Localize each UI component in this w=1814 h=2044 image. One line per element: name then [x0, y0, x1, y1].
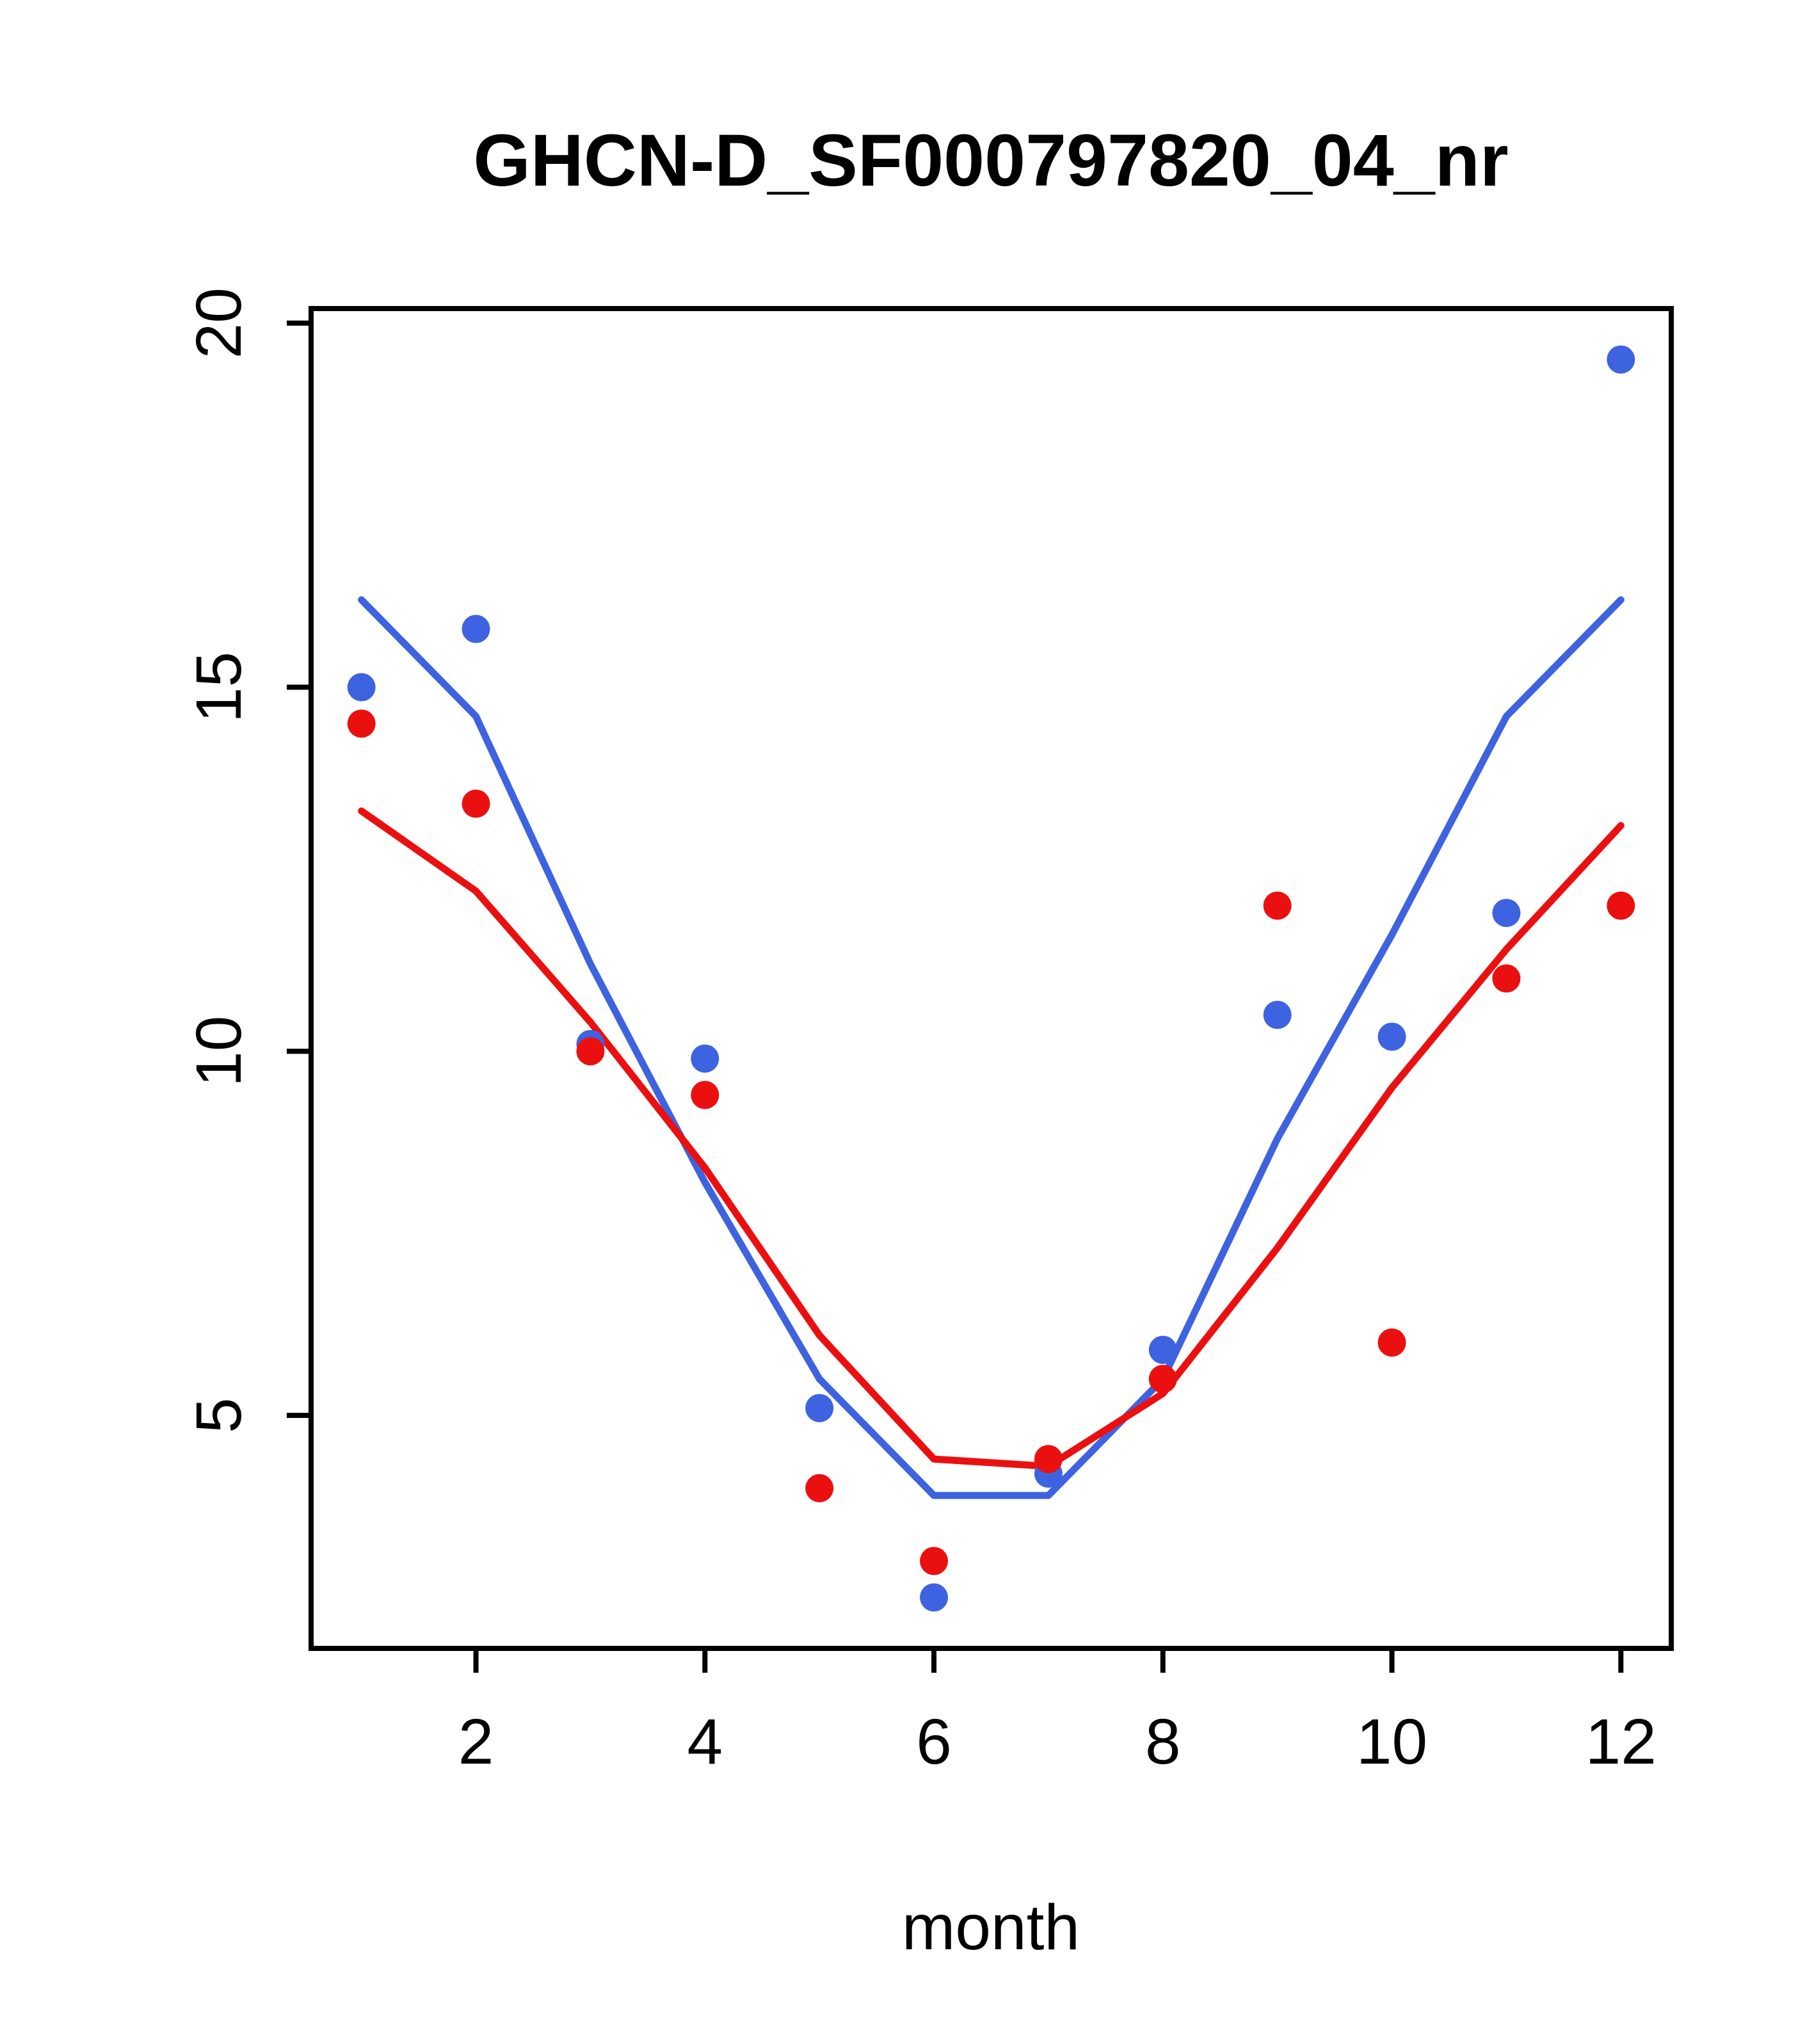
blue-points-marker: [1148, 1335, 1177, 1364]
red-points-marker: [920, 1547, 949, 1575]
series-lines-layer: [358, 596, 1625, 1499]
y-tick-label: 5: [183, 1397, 255, 1433]
red-points-marker: [1492, 964, 1521, 993]
red-points-marker: [576, 1037, 605, 1066]
red-points-marker: [1034, 1445, 1063, 1474]
x-axis: 2 4 6 8 10 12: [458, 1648, 1657, 1778]
blue-points-marker: [347, 673, 376, 702]
blue-points-marker: [805, 1394, 834, 1422]
plot-box: [309, 306, 1674, 1651]
y-tick-label: 20: [183, 287, 255, 358]
red-points-marker: [462, 789, 490, 818]
x-tick-label: 2: [458, 1706, 494, 1778]
series-points-layer: [347, 345, 1635, 1612]
y-axis: 5 10 15 20: [183, 287, 311, 1433]
red-line: [358, 807, 1625, 1470]
x-tick-label: 10: [1356, 1706, 1427, 1778]
blue-points-marker: [1492, 899, 1521, 928]
blue-line: [358, 596, 1625, 1499]
x-tick-label: 4: [687, 1706, 723, 1778]
blue-points-marker: [920, 1583, 949, 1612]
red-points-marker: [1607, 891, 1635, 920]
y-tick-label: 10: [183, 1016, 255, 1087]
x-tick-label: 6: [916, 1706, 952, 1778]
blue-points-marker: [1263, 1001, 1292, 1029]
blue-points-marker: [1377, 1022, 1406, 1051]
red-points-marker: [1263, 891, 1292, 920]
red-points-marker: [1377, 1328, 1406, 1357]
y-tick-label: 15: [183, 652, 255, 723]
red-points-marker: [691, 1081, 719, 1109]
blue-points-marker: [691, 1044, 719, 1073]
blue-points-marker: [462, 615, 490, 643]
red-points-marker: [805, 1474, 834, 1502]
x-axis-label: month: [902, 1892, 1080, 1963]
red-points-marker: [1148, 1365, 1177, 1394]
chart-title: GHCN-D_SF000797820_04_nr: [473, 120, 1508, 202]
blue-points-marker: [1607, 345, 1635, 374]
x-tick-label: 8: [1145, 1706, 1181, 1778]
red-points-marker: [347, 709, 376, 738]
x-tick-label: 12: [1585, 1706, 1657, 1778]
